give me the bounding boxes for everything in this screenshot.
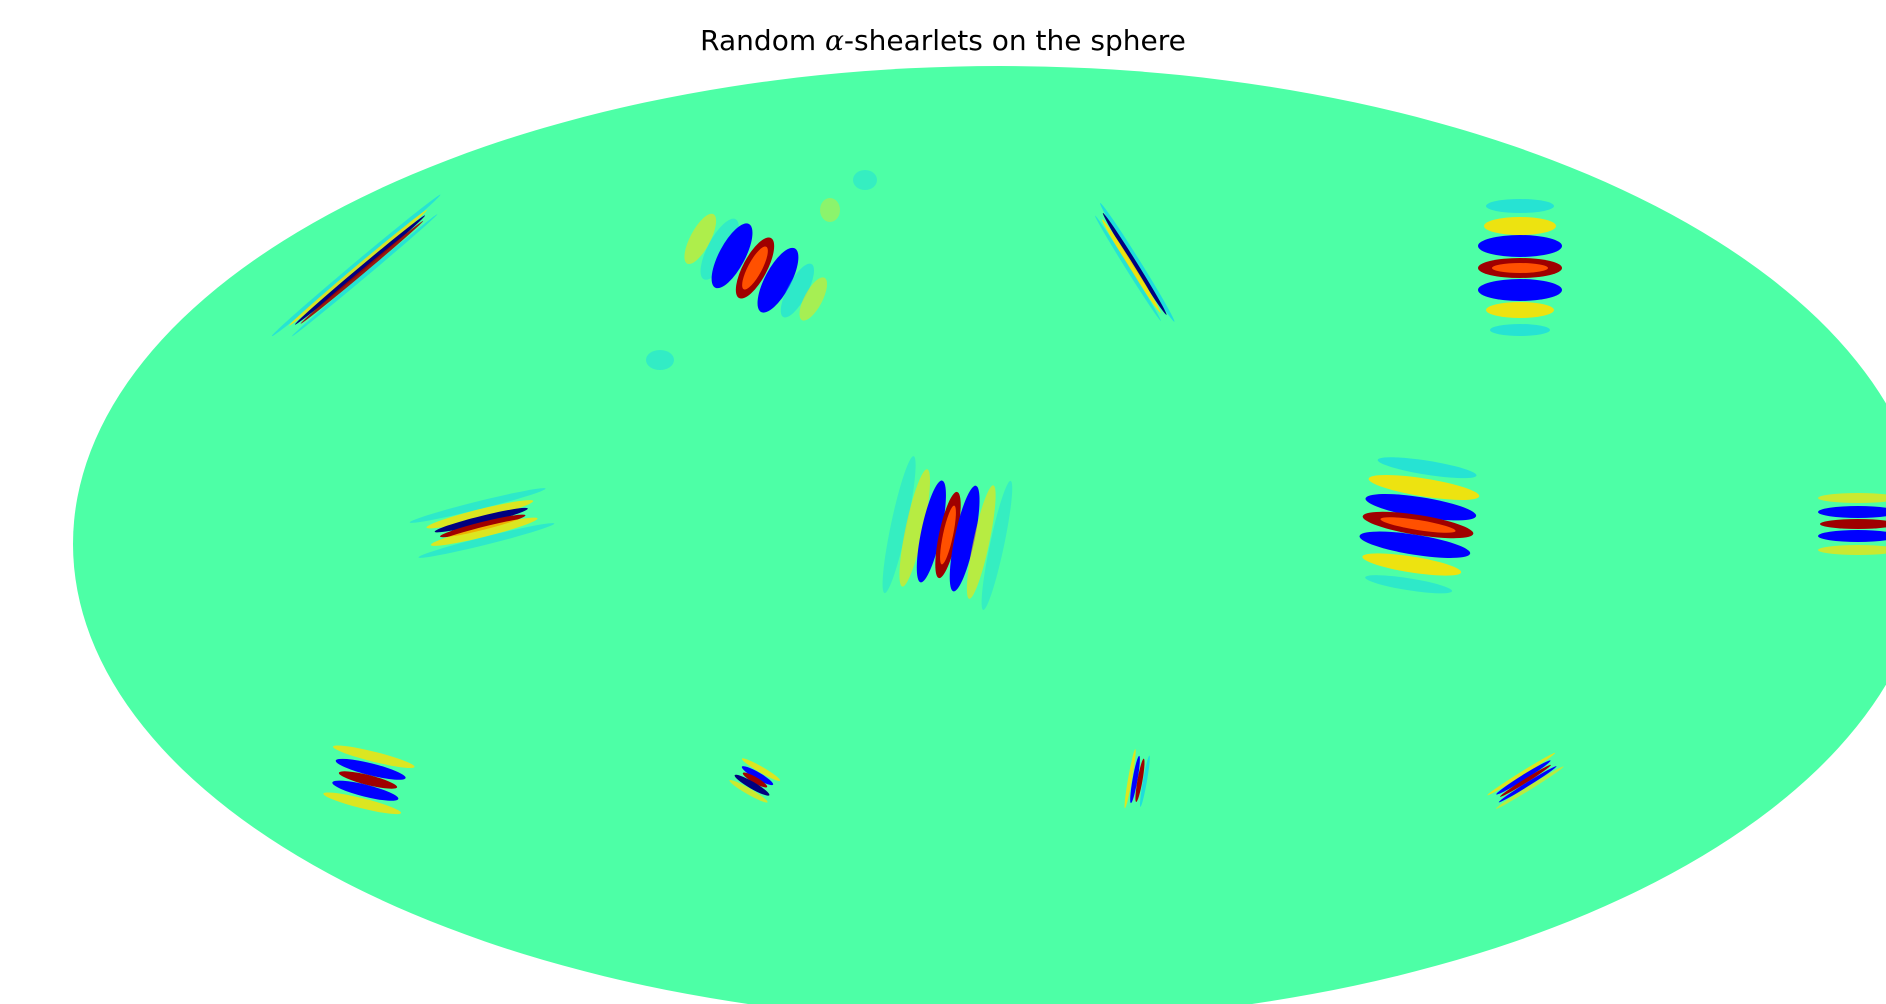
shearlet-right-edge-band-2 (1820, 519, 1886, 529)
shearlet-left-edge-band-4 (0, 545, 64, 555)
shearlet-top-left-arc (271, 194, 441, 337)
shearlet-left-edge-band-1 (0, 506, 64, 518)
shearlet-center-band-2 (916, 480, 946, 583)
shearlet-top-left-arc-band-3 (300, 220, 424, 324)
shearlet-middle-right-band-6 (1362, 553, 1462, 576)
shearlet-top-right-band-2 (1478, 235, 1562, 257)
shearlet-bottom-right (1487, 752, 1564, 809)
shearlet-bottom-center-right (1124, 749, 1150, 809)
shearlet-bottom-center-left-band-4 (729, 779, 768, 803)
shearlet-middle-right-band-5 (1359, 531, 1471, 558)
shearlet-top-left-arc-band-2 (294, 215, 426, 325)
title-suffix: -shearlets on the sphere (843, 24, 1186, 57)
shearlet-right-edge-band-0 (1818, 493, 1886, 503)
shearlet-right-edge (1818, 493, 1886, 555)
shearlet-center-band-1 (899, 469, 931, 587)
shearlet-right-edge-band-3 (1818, 530, 1886, 542)
shearlet-middle-left-band-3 (440, 514, 526, 538)
shearlet-top-center-band-6 (780, 263, 815, 318)
title-prefix: Random (700, 24, 825, 57)
shearlet-bottom-right-band-3 (1498, 766, 1557, 803)
shearlet-top-center (684, 213, 828, 321)
shearlet-left-edge-band-0 (0, 493, 64, 503)
shearlet-top-right-band-5 (1478, 279, 1562, 301)
shearlet-left-edge-band-2 (0, 519, 62, 529)
shearlet-bottom-center-right-band-3 (1139, 755, 1150, 807)
shearlet-top-center-band-0 (684, 213, 717, 265)
halo-yellow-top (820, 198, 840, 222)
shearlet-center (882, 456, 1013, 610)
shearlet-top-right-diagonal-band-0 (1100, 202, 1175, 322)
shearlet-top-center-band-1 (700, 218, 739, 280)
shearlet-bottom-center-right-band-2 (1135, 758, 1145, 803)
shearlet-middle-left-band-1 (426, 500, 534, 529)
shearlet-top-right-band-4 (1492, 263, 1548, 273)
shearlet-left-edge-band-3 (0, 530, 64, 542)
shearlet-center-band-5 (949, 485, 980, 592)
shearlet-bottom-center-left-band-3 (734, 774, 770, 796)
shearlet-bottom-center-right-band-0 (1124, 749, 1136, 809)
shearlet-top-left-arc-band-0 (271, 194, 441, 337)
shearlet-middle-left-band-0 (409, 488, 546, 523)
shearlet-top-right-band-6 (1486, 302, 1554, 318)
halo-cyan-top (853, 170, 877, 190)
shearlet-bottom-right-band-2 (1500, 764, 1551, 797)
shearlet-center-band-0 (882, 456, 916, 594)
shearlet-center-band-7 (981, 480, 1013, 610)
shearlet-bottom-left (323, 745, 415, 815)
shearlet-bottom-left-band-2 (338, 771, 398, 789)
halo-cyan-left (646, 350, 674, 370)
shearlet-middle-right-band-1 (1368, 474, 1480, 500)
shearlet-bottom-center-left-band-2 (742, 772, 768, 788)
shearlet-top-right-band-1 (1484, 217, 1556, 235)
shearlet-bottom-left-band-4 (323, 792, 402, 815)
shearlet-top-right-diagonal-band-1 (1102, 213, 1167, 315)
shearlet-middle-left-band-4 (430, 517, 538, 546)
shearlet-right-edge-band-1 (1818, 506, 1886, 518)
shearlet-top-left-arc-band-1 (289, 209, 428, 326)
title-alpha-symbol: α (825, 24, 844, 57)
shearlet-top-center-band-7 (799, 277, 828, 321)
shearlet-center-band-4 (940, 505, 956, 565)
shearlet-middle-left (409, 488, 555, 558)
shearlet-bottom-center-left (729, 758, 781, 803)
shearlet-bottom-left-band-0 (333, 745, 415, 768)
shearlet-bottom-center-left-band-0 (741, 758, 781, 781)
shearlet-top-right-diagonal (1095, 202, 1175, 322)
shearlet-bottom-left-band-3 (332, 780, 399, 801)
shearlet-top-left-arc-band-4 (291, 214, 438, 337)
shearlet-middle-right-band-7 (1365, 575, 1453, 594)
shearlet-bottom-right-band-0 (1487, 752, 1556, 796)
shearlet-top-right-diagonal-band-2 (1102, 219, 1161, 313)
shearlet-left-edge (0, 493, 64, 555)
shearlet-bottom-left-band-1 (335, 758, 406, 780)
shearlet-top-center-band-5 (757, 247, 799, 313)
shearlet-top-right-band-7 (1490, 324, 1550, 336)
shearlet-center-band-6 (966, 485, 996, 599)
shearlet-middle-right (1359, 457, 1480, 594)
shearlet-bottom-center-left-band-1 (741, 766, 774, 786)
shearlet-bottom-right-band-1 (1496, 760, 1551, 795)
shearlet-top-center-band-2 (711, 223, 753, 289)
shearlet-features (0, 170, 1886, 815)
shearlet-top-right-diagonal-band-3 (1095, 215, 1161, 321)
shearlet-middle-right-band-0 (1377, 457, 1477, 479)
shearlet-middle-left-band-2 (434, 507, 528, 533)
shearlet-right-edge-band-4 (1818, 545, 1886, 555)
shearlet-top-center-band-4 (742, 246, 768, 290)
shearlet-middle-left-band-5 (418, 523, 555, 558)
shearlet-bottom-center-right-band-1 (1130, 755, 1140, 804)
shearlet-bottom-right-band-4 (1495, 766, 1564, 809)
shearlet-middle-right-band-2 (1365, 494, 1477, 521)
figure-title: Random α-shearlets on the sphere (0, 24, 1886, 58)
shearlet-top-right-band-0 (1486, 199, 1554, 213)
shearlet-middle-right-band-4 (1380, 517, 1456, 533)
shearlet-top-right (1478, 199, 1562, 336)
